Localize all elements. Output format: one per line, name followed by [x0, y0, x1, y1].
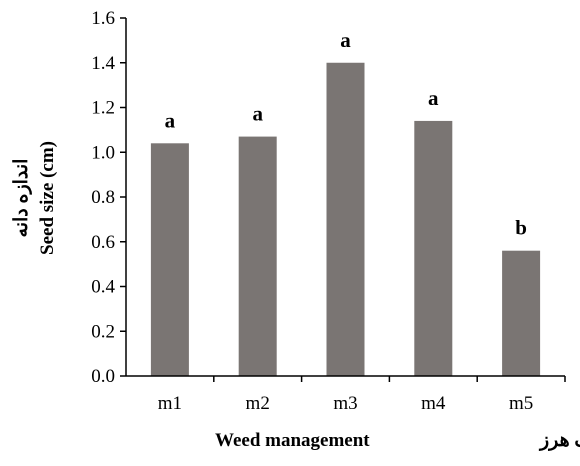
bar-m4: [414, 120, 453, 376]
y-tick-label: 0.2: [91, 321, 115, 342]
y-tick-label: 1.2: [91, 98, 115, 119]
y-tick-label: 1.4: [91, 53, 115, 74]
y-tick-label: 0.8: [91, 187, 115, 208]
bar-m3: [326, 62, 365, 376]
significance-letter-m4: a: [428, 86, 439, 110]
significance-letter-m5: b: [515, 216, 527, 240]
bar-m1: [150, 143, 189, 376]
x-tick-label-m2: m2: [246, 393, 270, 414]
y-tick-label: 0.0: [91, 366, 115, 387]
y-axis-title-persian: اندازه دانه: [11, 159, 32, 238]
x-tick-label-m1: m1: [158, 393, 182, 414]
x-axis-title-persian: مدیریت علف هرز: [538, 430, 580, 451]
bar-m2: [238, 136, 277, 376]
significance-letter-m2: a: [252, 102, 263, 126]
significance-letters: a a a a b: [165, 28, 527, 240]
significance-letter-m1: a: [165, 108, 176, 132]
y-axis-ticks: 0.0 0.2 0.4 0.6 0.8 1.0 1.2 1.4 1.6: [91, 8, 126, 387]
bar-m5: [502, 250, 541, 376]
y-axis-title: Seed size (cm): [37, 141, 58, 255]
y-tick-label: 1.6: [91, 8, 115, 29]
x-tick-label-m3: m3: [333, 393, 357, 414]
y-tick-label: 0.4: [91, 277, 115, 298]
y-tick-label: 1.0: [91, 142, 115, 163]
x-axis-title: Weed management: [215, 430, 370, 451]
x-axis-ticks: m1 m2 m3 m4 m5: [158, 376, 566, 414]
x-tick-label-m5: m5: [509, 393, 533, 414]
y-tick-label: 0.6: [91, 232, 115, 253]
bars: [150, 62, 541, 376]
significance-letter-m3: a: [340, 28, 351, 52]
x-tick-label-m4: m4: [421, 393, 446, 414]
